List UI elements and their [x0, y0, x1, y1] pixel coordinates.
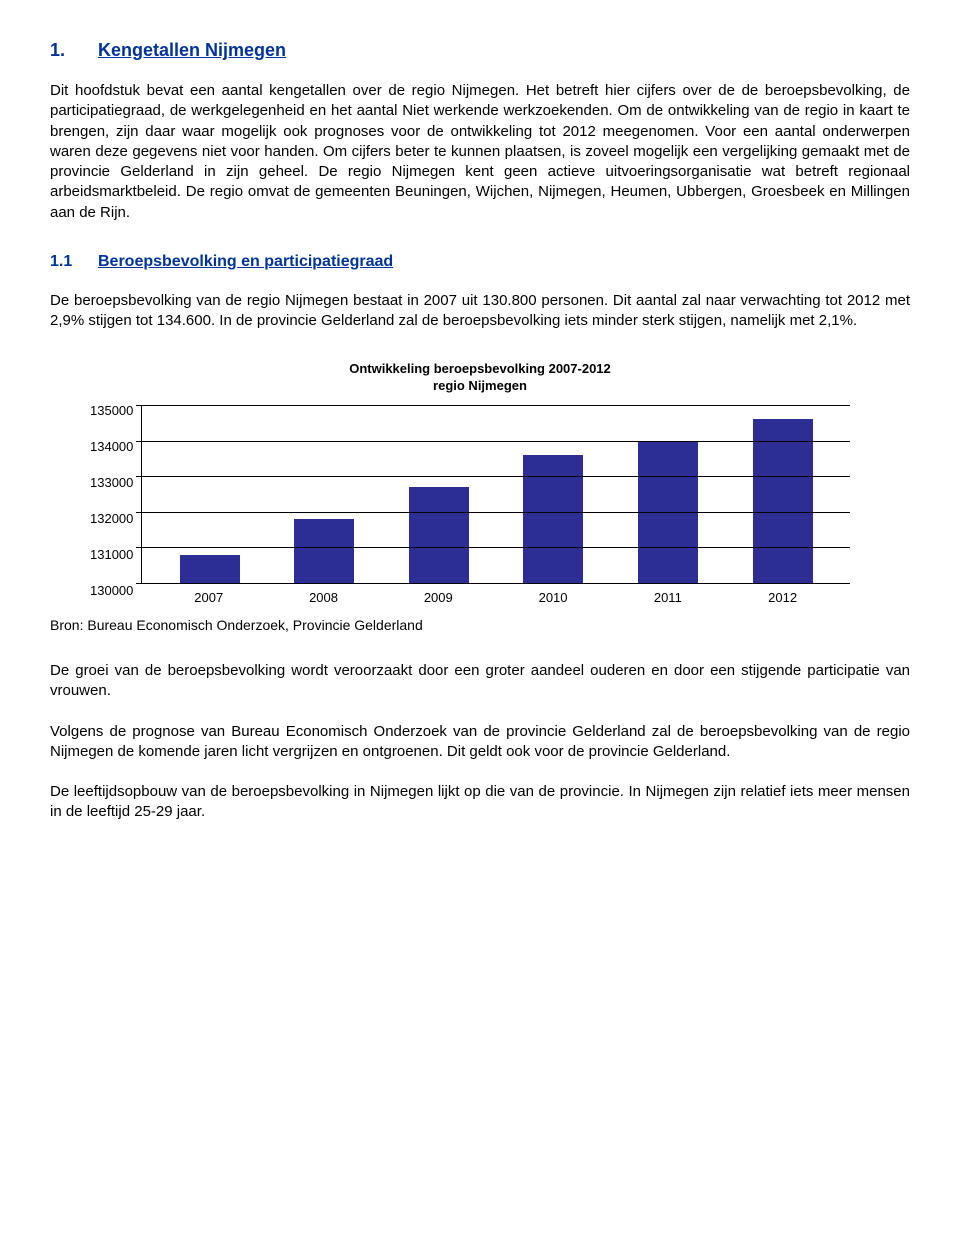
subsection-title: Beroepsbevolking en participatiegraad	[98, 253, 393, 270]
section-heading: 1.Kengetallen Nijmegen	[50, 40, 910, 61]
section-title: Kengetallen Nijmegen	[98, 40, 286, 60]
gridline	[142, 441, 850, 442]
y-axis: 135000134000133000132000131000130000	[90, 405, 141, 585]
chart-title-line: Ontwikkeling beroepsbevolking 2007-2012	[349, 361, 611, 376]
bar	[180, 555, 240, 583]
bar	[409, 487, 469, 583]
y-tick-mark	[136, 476, 142, 477]
x-axis: 2007 2008 2009 2010 2011 2012	[141, 584, 850, 605]
gridline	[142, 547, 850, 548]
paragraph: De beroepsbevolking van de regio Nijmege…	[50, 291, 910, 332]
gridline	[142, 476, 850, 477]
x-tick-label: 2011	[638, 590, 698, 605]
bar	[523, 455, 583, 583]
bar	[753, 419, 813, 583]
x-tick-label: 2009	[408, 590, 468, 605]
x-tick-label: 2007	[179, 590, 239, 605]
y-tick-mark	[136, 512, 142, 513]
section-number: 1.	[50, 40, 98, 61]
chart-source: Bron: Bureau Economisch Onderzoek, Provi…	[50, 617, 910, 633]
subsection-number: 1.1	[50, 253, 98, 271]
y-tick-mark	[136, 441, 142, 442]
gridline	[142, 583, 850, 584]
y-tick-mark	[136, 547, 142, 548]
bar	[294, 519, 354, 583]
paragraph: Dit hoofdstuk bevat een aantal kengetall…	[50, 81, 910, 223]
y-tick-mark	[136, 583, 142, 584]
chart-title: Ontwikkeling beroepsbevolking 2007-2012 …	[50, 361, 910, 395]
bar-chart: 135000134000133000132000131000130000 200…	[90, 405, 910, 605]
x-tick-label: 2012	[753, 590, 813, 605]
paragraph: De groei van de beroepsbevolking wordt v…	[50, 661, 910, 702]
x-tick-label: 2008	[294, 590, 354, 605]
bars-container	[142, 405, 850, 583]
x-tick-label: 2010	[523, 590, 583, 605]
y-tick-mark	[136, 405, 142, 406]
paragraph: De leeftijdsopbouw van de beroepsbevolki…	[50, 782, 910, 823]
chart-plot-area	[141, 405, 850, 584]
gridline	[142, 405, 850, 406]
subsection-heading: 1.1Beroepsbevolking en participatiegraad	[50, 253, 910, 271]
chart-title-line: regio Nijmegen	[433, 378, 527, 393]
gridline	[142, 512, 850, 513]
paragraph: Volgens de prognose van Bureau Economisc…	[50, 722, 910, 763]
